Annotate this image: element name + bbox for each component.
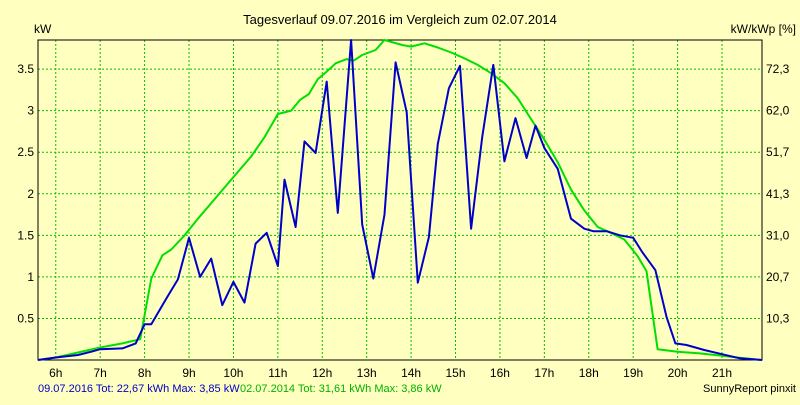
x-tick-label: 10h [223,366,243,380]
y-tick-label-right: 31,0 [766,228,790,242]
x-tick-label: 12h [312,366,332,380]
x-tick-label: 7h [94,366,107,380]
grid-layer [38,40,762,360]
x-tick-label: 18h [579,366,599,380]
tick-labels: 6h 7h 8h 9h 10h 11h 12h 13h 14h 15h 16h 17h 18h 19h 20… [17,62,789,380]
footer-brand: SunnyReport pinxit [703,383,796,395]
x-tick-label: 16h [490,366,510,380]
x-tick-label: 20h [668,366,688,380]
y-tick-label-left: 3 [27,104,34,118]
chart-title: Tagesverlauf 09.07.2016 im Vergleich zum… [243,12,557,27]
y-axis-right-label: kW/kWp [%] [731,22,796,36]
series-line-2016 [37,39,763,361]
x-tick-label: 13h [357,366,377,380]
series-layer [37,39,763,361]
y-tick-label-right: 72,3 [766,62,790,76]
y-tick-label-right: 20,7 [766,270,790,284]
y-tick-label-left: 2.5 [17,145,34,159]
y-tick-label-left: 1.5 [17,228,34,242]
y-axis-left-label: kW [34,22,52,36]
x-tick-label: 11h [268,366,287,380]
y-tick-label-left: 2 [27,187,34,201]
y-tick-label-left: 1 [27,270,34,284]
x-tick-label: 17h [534,366,554,380]
footer-stats-2016: 09.07.2016 Tot: 22,67 kWh Max: 3,85 kW [38,383,240,395]
x-tick-label: 6h [49,366,62,380]
y-tick-label-right: 62,0 [766,104,790,118]
x-tick-label: 8h [138,366,151,380]
series-line-2014 [37,39,763,361]
plot-border [37,39,763,361]
y-tick-label-left: 3.5 [17,62,34,76]
y-tick-label-right: 51,7 [766,145,790,159]
y-tick-label-right: 41,3 [766,187,790,201]
x-tick-label: 15h [446,366,466,380]
x-tick-label: 19h [623,366,643,380]
footer-stats-2014: 02.07.2014 Tot: 31,61 kWh Max: 3,86 kW [240,383,442,395]
y-tick-label-left: 0.5 [17,311,34,325]
x-tick-label: 9h [182,366,195,380]
y-tick-label-right: 10,3 [766,311,790,325]
x-tick-label: 14h [401,366,421,380]
x-tick-label: 21h [712,366,732,380]
plot-frame [37,39,763,361]
